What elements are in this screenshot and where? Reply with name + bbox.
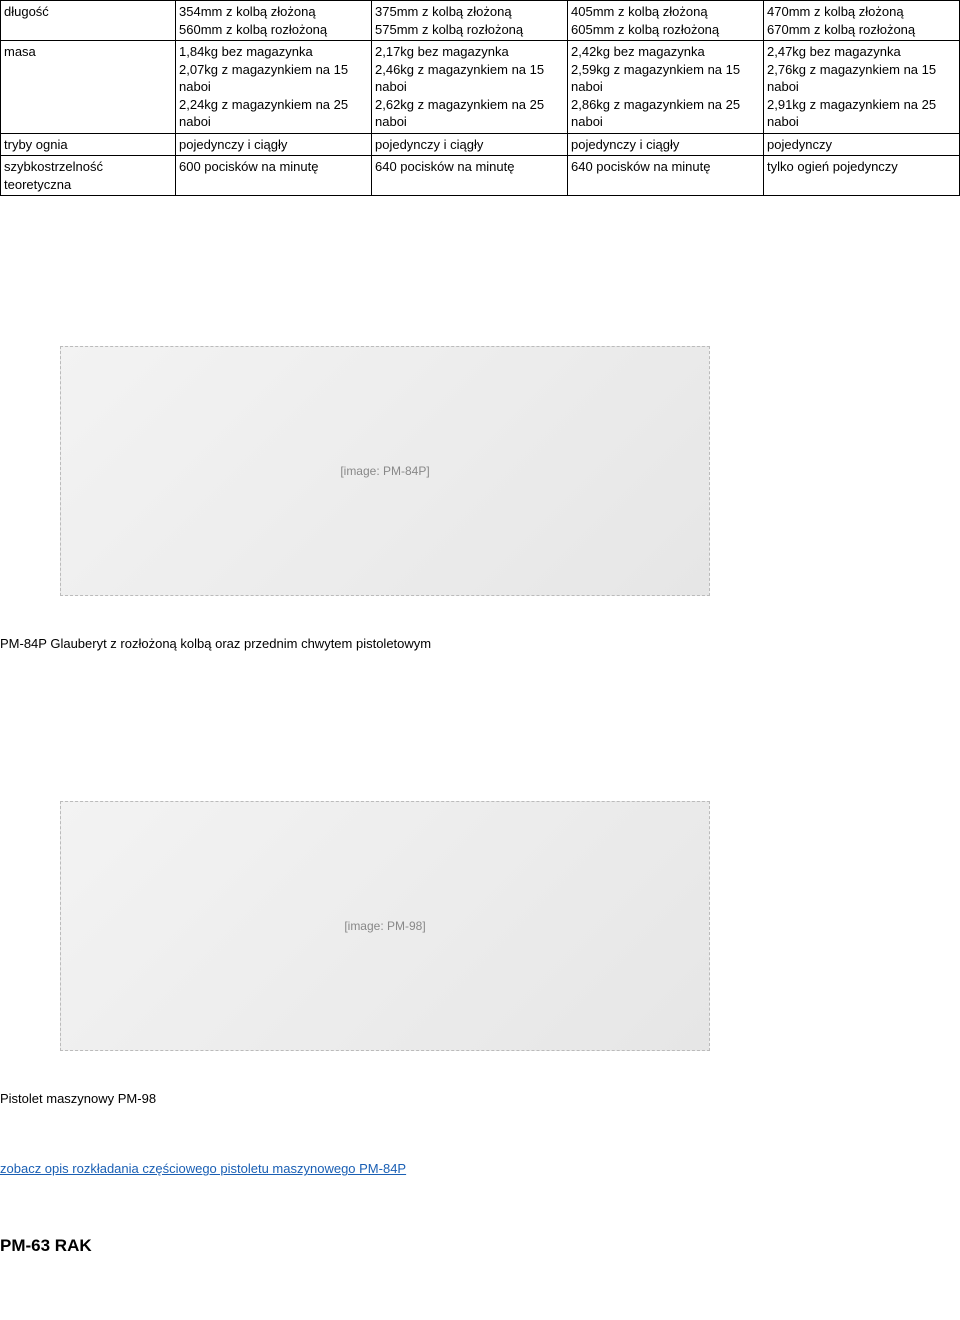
disassembly-link[interactable]: zobacz opis rozkładania częściowego pist… [0, 1161, 406, 1176]
cell-tryby-1: pojedynczy i ciągły [372, 133, 568, 156]
image-pm84p: [image: PM-84P] [60, 346, 710, 596]
specs-table: długość 354mm z kolbą złożoną560mm z kol… [0, 0, 960, 196]
row-label-szybk: szybkostrzelność teoretyczna [1, 156, 176, 196]
cell-dlugosc-1: 375mm z kolbą złożoną575mm z kolbą rozło… [372, 1, 568, 41]
table-row: tryby ognia pojedynczy i ciągły pojedync… [1, 133, 960, 156]
row-label-masa: masa [1, 41, 176, 134]
disassembly-link-paragraph: zobacz opis rozkładania częściowego pist… [0, 1161, 960, 1176]
table-row: szybkostrzelność teoretyczna 600 pociskó… [1, 156, 960, 196]
cell-szybk-3: tylko ogień pojedynczy [764, 156, 960, 196]
cell-szybk-2: 640 pocisków na minutę [568, 156, 764, 196]
cell-masa-3: 2,47kg bez magazynka2,76kg z magazynkiem… [764, 41, 960, 134]
image-pm98: [image: PM-98] [60, 801, 710, 1051]
cell-tryby-2: pojedynczy i ciągły [568, 133, 764, 156]
cell-masa-1: 2,17kg bez magazynka 2,46kg z magazynkie… [372, 41, 568, 134]
cell-szybk-0: 600 pocisków na minutę [176, 156, 372, 196]
cell-masa-2: 2,42kg bez magazynka 2,59kg z magazynkie… [568, 41, 764, 134]
section-heading-pm63: PM-63 RAK [0, 1236, 960, 1256]
cell-dlugosc-3: 470mm z kolbą złożoną670mm z kolbą rozło… [764, 1, 960, 41]
table-row: długość 354mm z kolbą złożoną560mm z kol… [1, 1, 960, 41]
cell-dlugosc-0: 354mm z kolbą złożoną560mm z kolbą rozło… [176, 1, 372, 41]
figure-pm84p: [image: PM-84P] PM-84P Glauberyt z rozło… [0, 346, 960, 651]
figure-pm98: [image: PM-98] Pistolet maszynowy PM-98 [0, 801, 960, 1106]
table-row: masa 1,84kg bez magazynka 2,07kg z magaz… [1, 41, 960, 134]
row-label-dlugosc: długość [1, 1, 176, 41]
row-label-tryby: tryby ognia [1, 133, 176, 156]
cell-tryby-3: pojedynczy [764, 133, 960, 156]
caption-pm98: Pistolet maszynowy PM-98 [0, 1091, 960, 1106]
cell-masa-0: 1,84kg bez magazynka 2,07kg z magazynkie… [176, 41, 372, 134]
cell-dlugosc-2: 405mm z kolbą złożoną605mm z kolbą rozło… [568, 1, 764, 41]
caption-pm84p: PM-84P Glauberyt z rozłożoną kolbą oraz … [0, 636, 960, 651]
cell-tryby-0: pojedynczy i ciągły [176, 133, 372, 156]
cell-szybk-1: 640 pocisków na minutę [372, 156, 568, 196]
